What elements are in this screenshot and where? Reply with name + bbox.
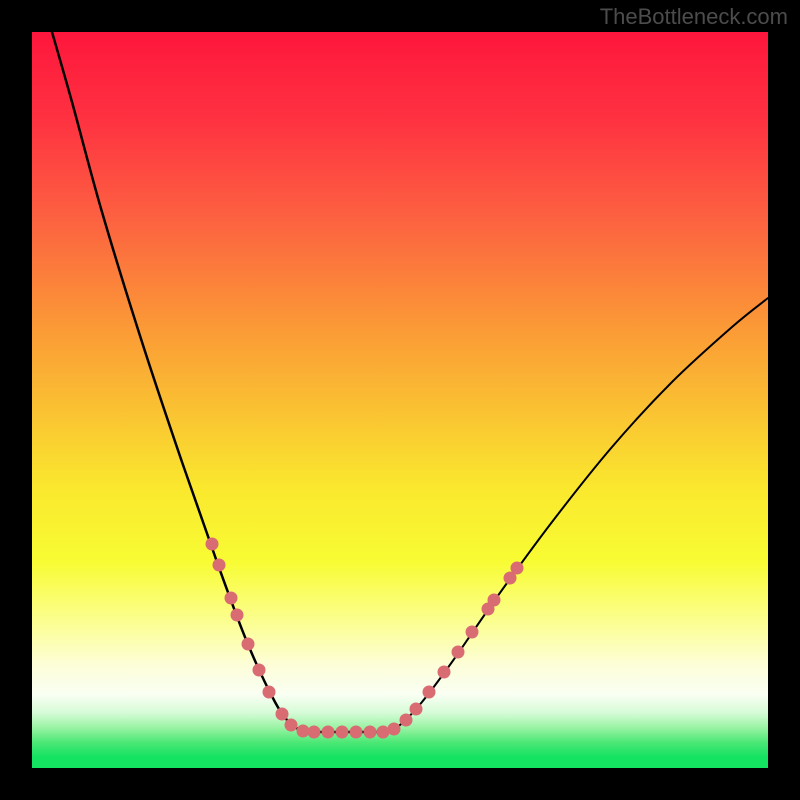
marker-dot bbox=[231, 609, 244, 622]
marker-dot bbox=[400, 714, 413, 727]
marker-dot bbox=[242, 638, 255, 651]
marker-dot bbox=[423, 686, 436, 699]
gradient-background bbox=[32, 32, 768, 768]
marker-dot bbox=[263, 686, 276, 699]
marker-dot bbox=[308, 726, 321, 739]
marker-dot bbox=[388, 723, 401, 736]
marker-dot bbox=[213, 559, 226, 572]
marker-dot bbox=[452, 646, 465, 659]
marker-dot bbox=[466, 626, 479, 639]
chart-svg bbox=[32, 32, 768, 768]
marker-dot bbox=[438, 666, 451, 679]
watermark-text: TheBottleneck.com bbox=[600, 4, 788, 30]
marker-dot bbox=[377, 726, 390, 739]
marker-dot bbox=[410, 703, 423, 716]
marker-dot bbox=[364, 726, 377, 739]
marker-dot bbox=[276, 708, 289, 721]
marker-dot bbox=[336, 726, 349, 739]
marker-dot bbox=[206, 538, 219, 551]
marker-dot bbox=[285, 719, 298, 732]
marker-dot bbox=[511, 562, 524, 575]
marker-dot bbox=[488, 594, 501, 607]
marker-dot bbox=[350, 726, 363, 739]
marker-dot bbox=[225, 592, 238, 605]
marker-dot bbox=[297, 725, 310, 738]
plot-area bbox=[32, 32, 768, 768]
marker-dot bbox=[322, 726, 335, 739]
marker-dot bbox=[253, 664, 266, 677]
